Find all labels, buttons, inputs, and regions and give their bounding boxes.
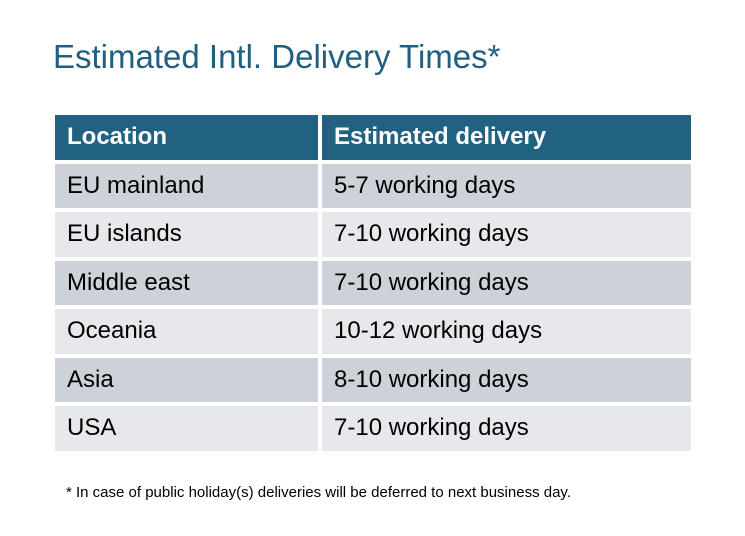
- table-row: EU islands 7-10 working days: [55, 212, 691, 257]
- table-header-row: Location Estimated delivery: [55, 115, 691, 160]
- location-cell: Middle east: [55, 260, 318, 305]
- table-row: EU mainland 5-7 working days: [55, 163, 691, 208]
- location-cell: EU mainland: [55, 163, 318, 208]
- header-estimated-delivery: Estimated delivery: [322, 115, 691, 160]
- header-location: Location: [55, 115, 318, 160]
- page-title: Estimated Intl. Delivery Times*: [53, 38, 501, 75]
- footnote: * In case of public holiday(s) deliverie…: [66, 484, 571, 501]
- table-row: Oceania 10-12 working days: [55, 309, 691, 354]
- delivery-cell: 5-7 working days: [322, 163, 691, 208]
- location-cell: USA: [55, 406, 318, 451]
- delivery-table: Location Estimated delivery EU mainland 5…: [51, 111, 695, 455]
- location-cell: Asia: [55, 357, 318, 402]
- location-cell: EU islands: [55, 212, 318, 257]
- table-row: USA 7-10 working days: [55, 406, 691, 451]
- table-row: Middle east 7-10 working days: [55, 260, 691, 305]
- delivery-cell: 7-10 working days: [322, 406, 691, 451]
- delivery-cell: 8-10 working days: [322, 357, 691, 402]
- delivery-cell: 7-10 working days: [322, 260, 691, 305]
- delivery-cell: 10-12 working days: [322, 309, 691, 354]
- delivery-cell: 7-10 working days: [322, 212, 691, 257]
- location-cell: Oceania: [55, 309, 318, 354]
- table-row: Asia 8-10 working days: [55, 357, 691, 402]
